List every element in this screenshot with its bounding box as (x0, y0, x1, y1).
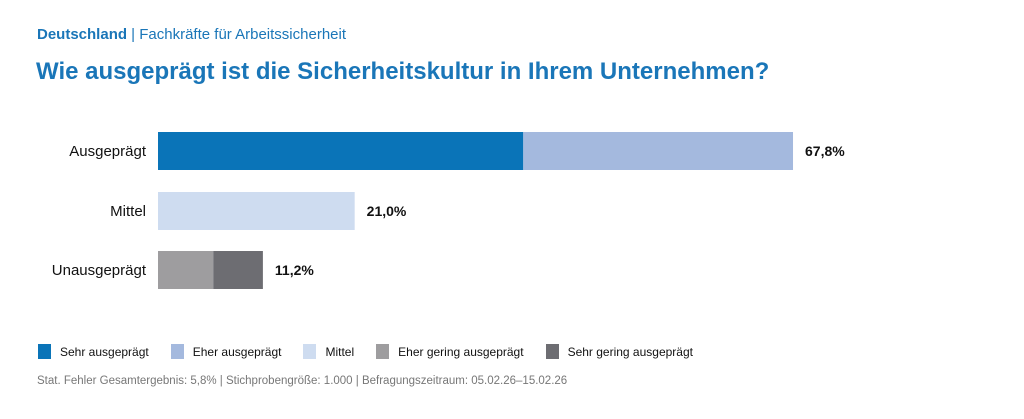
bar-segment (158, 132, 524, 170)
legend-item: Sehr ausgeprägt (38, 344, 149, 359)
category-label: Ausgeprägt (69, 143, 147, 160)
bar-segment (158, 192, 355, 230)
legend-item: Mittel (303, 344, 354, 359)
country-label: Deutschland (37, 26, 128, 43)
data-label: 11,2% (275, 262, 314, 278)
legend-swatch (545, 344, 559, 359)
group-label: Fachkräfte für Arbeitssicherheit (139, 26, 347, 43)
legend-label: Mittel (325, 344, 355, 359)
legend-item: Eher ausgeprägt (170, 344, 282, 359)
bar-segment (213, 251, 263, 289)
legend-item: Sehr gering ausgeprägt (545, 344, 693, 359)
legend-swatch (170, 344, 184, 359)
legend-item: Eher gering ausgeprägt (376, 344, 524, 359)
legend-swatch (38, 344, 51, 359)
chart-title: Wie ausgeprägt ist die Sicherheitskultur… (36, 58, 770, 85)
legend: Sehr ausgeprägt Eher ausgeprägt Mittel Eher… (38, 344, 715, 359)
bar-segment (523, 132, 794, 170)
category-label: Unausgeprägt (52, 262, 147, 279)
category-label: Mittel (110, 203, 146, 220)
legend-label: Sehr ausgeprägt (60, 344, 149, 359)
bar-chart: Ausgeprägt 67,8% Mittel 21,0% Unausgeprägt 11… (52, 132, 845, 289)
subtitle: Deutschland | Fachkräfte für Arbeitssich… (37, 26, 347, 43)
legend-swatch (303, 344, 317, 359)
bar-segment (158, 251, 214, 289)
data-label: 21,0% (367, 203, 407, 219)
footer-note: Stat. Fehler Gesamtergebnis: 5,8% | Stic… (37, 375, 568, 387)
legend-label: Eher gering ausgeprägt (398, 344, 524, 359)
legend-label: Eher ausgeprägt (192, 344, 282, 359)
legend-label: Sehr gering ausgeprägt (567, 344, 693, 359)
data-label: 67,8% (805, 143, 845, 159)
legend-swatch (376, 344, 390, 359)
